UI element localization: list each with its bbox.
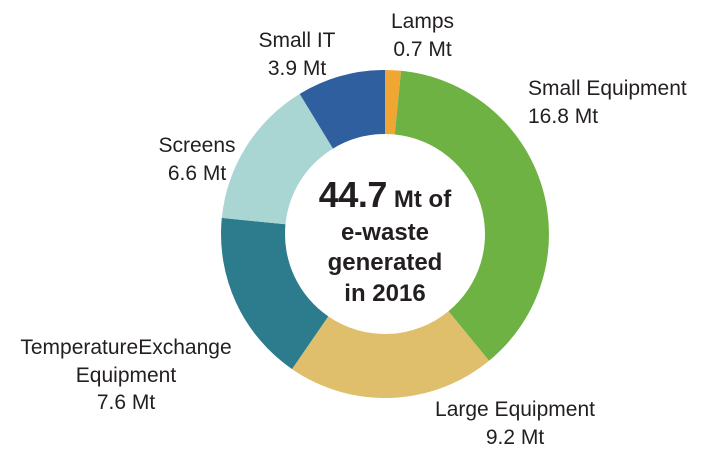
label-temperature-exchange-name-line1: TemperatureExchange	[20, 336, 232, 359]
label-small-it-name: Small IT	[258, 29, 336, 52]
label-small-it: Small IT 3.9 Mt	[228, 27, 366, 82]
total-value: 44.7	[318, 174, 388, 215]
label-lamps: Lamps 0.7 Mt	[370, 8, 475, 63]
label-temperature-exchange-equipment: TemperatureExchange Equipment 7.6 Mt	[2, 334, 250, 417]
label-lamps-name: Lamps	[390, 10, 455, 33]
label-screens: Screens 6.6 Mt	[138, 132, 256, 187]
donut-segment-small-it	[299, 70, 385, 149]
label-small-equipment-value: 16.8 Mt	[528, 104, 599, 128]
donut-segment-lamps	[385, 70, 402, 135]
label-temperature-exchange-value: 7.6 Mt	[96, 391, 156, 415]
label-small-equipment-name: Small Equipment	[528, 77, 687, 100]
label-temperature-exchange-name-line2: Equipment	[75, 363, 177, 387]
donut-center-text: 44.7 Mt of e-waste generated in 2016	[285, 172, 485, 309]
label-lamps-value: 0.7 Mt	[393, 37, 452, 61]
center-line-2: e-waste	[340, 218, 430, 246]
donut-segment-small-equipment	[394, 70, 549, 361]
label-screens-name: Screens	[158, 134, 236, 157]
donut-segment-temperature-exchange-equipment	[221, 217, 329, 370]
label-small-equipment: Small Equipment 16.8 Mt	[528, 75, 713, 130]
label-large-equipment-name: Large Equipment	[435, 398, 595, 421]
label-small-it-value: 3.9 Mt	[267, 56, 327, 80]
label-large-equipment-value: 9.2 Mt	[485, 425, 545, 449]
donut-segment-large-equipment	[291, 311, 490, 398]
label-large-equipment: Large Equipment 9.2 Mt	[420, 396, 610, 451]
total-unit: Mt of	[393, 186, 452, 213]
center-line-3: generated	[327, 249, 443, 277]
center-line-4: in 2016	[344, 279, 426, 307]
donut-segment-screens	[221, 93, 333, 225]
label-screens-value: 6.6 Mt	[167, 161, 227, 185]
